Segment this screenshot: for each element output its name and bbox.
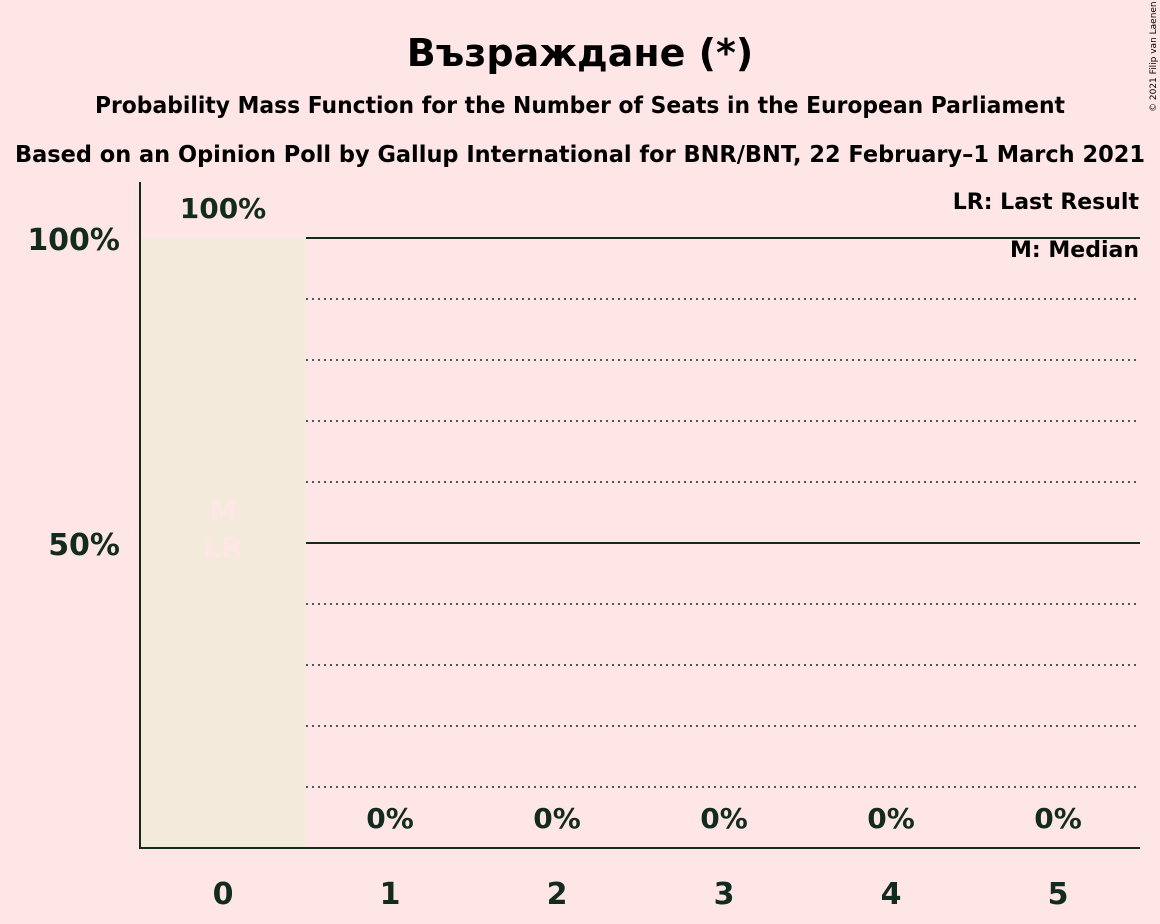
bar-value-labels: 100% 0% 0% 0% 0% 0% — [180, 192, 1082, 835]
y-tick-label-50: 50% — [48, 528, 120, 563]
copyright-credit: © 2021 Filip van Laenen — [1149, 1, 1159, 112]
x-tick-labels: 0 1 2 3 4 5 — [213, 877, 1069, 912]
x-tick-label-0: 0 — [213, 877, 234, 912]
y-tick-label-100: 100% — [27, 223, 120, 258]
x-tick-label-2: 2 — [547, 877, 568, 912]
bar-seats-0 — [140, 238, 306, 848]
bar-value-label-1: 0% — [366, 802, 414, 835]
x-tick-label-4: 4 — [881, 877, 902, 912]
chart-title: Възраждане (*) — [407, 31, 753, 75]
x-tick-label-5: 5 — [1048, 877, 1069, 912]
chart-subtitle: Probability Mass Function for the Number… — [95, 93, 1065, 119]
x-tick-label-1: 1 — [380, 877, 401, 912]
legend-median: M: Median — [1010, 238, 1139, 263]
median-marker: M — [209, 495, 237, 528]
bar-value-label-0: 100% — [180, 192, 267, 225]
chart-subtitle-poll: Based on an Opinion Poll by Gallup Inter… — [15, 142, 1145, 168]
bar-value-label-5: 0% — [1034, 802, 1082, 835]
x-tick-label-3: 3 — [714, 877, 735, 912]
bar-value-label-3: 0% — [700, 802, 748, 835]
bar-value-label-2: 0% — [533, 802, 581, 835]
bar-value-label-4: 0% — [867, 802, 915, 835]
last-result-marker: LR — [203, 531, 242, 564]
median-last-result-markers: MLR — [203, 495, 242, 564]
y-tick-labels: 50% 100% — [27, 223, 120, 563]
bars — [140, 238, 306, 848]
legend-last-result: LR: Last Result — [953, 190, 1140, 215]
grid-lines — [306, 237, 1140, 788]
